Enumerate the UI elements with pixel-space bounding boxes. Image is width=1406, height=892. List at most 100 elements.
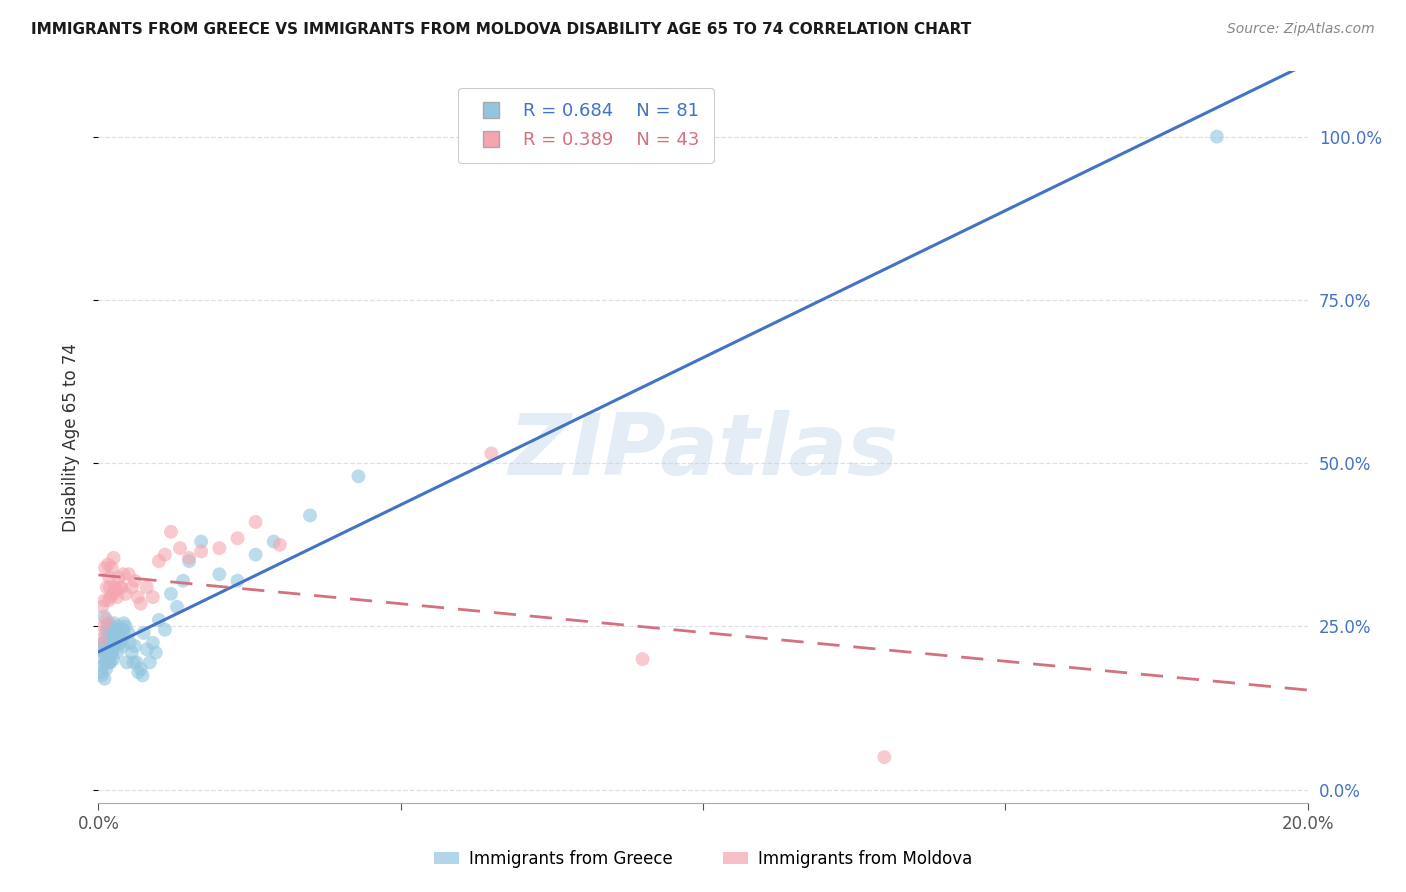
Point [107, 619, 129, 633]
Point [98, 646, 121, 660]
Point [108, 580, 131, 594]
Point [98, 656, 121, 670]
Point [166, 599, 188, 614]
Point [347, 469, 370, 483]
Point [94, 560, 117, 574]
Point [125, 656, 148, 670]
Legend: R = 0.684    N = 81, R = 0.389    N = 43: R = 0.684 N = 81, R = 0.389 N = 43 [458, 87, 714, 163]
Point [1206, 129, 1229, 144]
Point [148, 613, 170, 627]
Point [148, 554, 170, 568]
Point [103, 550, 125, 565]
Point [121, 580, 143, 594]
Point [96, 580, 118, 594]
Point [127, 590, 149, 604]
Point [91, 668, 114, 682]
Point [118, 636, 141, 650]
Legend: Immigrants from Greece, Immigrants from Moldova: Immigrants from Greece, Immigrants from … [427, 844, 979, 875]
Point [129, 662, 152, 676]
Point [97, 616, 120, 631]
Point [94, 656, 117, 670]
Point [131, 668, 153, 682]
Point [153, 623, 176, 637]
Point [96, 662, 118, 676]
Point [299, 508, 322, 523]
Point [108, 632, 131, 647]
Text: ZIPatlas: ZIPatlas [508, 410, 898, 493]
Point [114, 619, 136, 633]
Point [103, 652, 125, 666]
Point [118, 567, 141, 582]
Point [142, 590, 165, 604]
Point [90, 665, 112, 680]
Point [873, 750, 896, 764]
Point [122, 656, 145, 670]
Point [108, 623, 131, 637]
Point [98, 580, 121, 594]
Point [129, 597, 152, 611]
Point [91, 652, 114, 666]
Point [105, 629, 128, 643]
Point [132, 626, 155, 640]
Point [245, 515, 267, 529]
Point [104, 623, 127, 637]
Point [112, 616, 135, 631]
Point [114, 587, 136, 601]
Point [226, 531, 249, 545]
Point [112, 623, 135, 637]
Point [97, 558, 120, 572]
Point [91, 636, 114, 650]
Point [103, 616, 125, 631]
Point [118, 626, 141, 640]
Point [90, 632, 112, 647]
Point [100, 619, 122, 633]
Point [100, 656, 122, 670]
Point [93, 593, 115, 607]
Point [104, 580, 127, 594]
Point [160, 524, 183, 539]
Point [145, 646, 167, 660]
Point [100, 590, 122, 604]
Point [108, 636, 131, 650]
Point [97, 593, 120, 607]
Point [112, 567, 135, 582]
Text: Source: ZipAtlas.com: Source: ZipAtlas.com [1227, 22, 1375, 37]
Point [105, 646, 128, 660]
Point [121, 646, 143, 660]
Point [263, 534, 285, 549]
Point [94, 642, 117, 657]
Point [97, 642, 120, 657]
Point [93, 646, 115, 660]
Point [101, 639, 124, 653]
Text: IMMIGRANTS FROM GREECE VS IMMIGRANTS FROM MOLDOVA DISABILITY AGE 65 TO 74 CORREL: IMMIGRANTS FROM GREECE VS IMMIGRANTS FRO… [31, 22, 972, 37]
Point [94, 626, 117, 640]
Point [96, 613, 118, 627]
Point [135, 642, 157, 657]
Point [107, 629, 129, 643]
Point [105, 590, 128, 604]
Point [93, 672, 115, 686]
Point [91, 619, 114, 633]
Point [91, 658, 114, 673]
Point [169, 541, 191, 555]
Point [179, 550, 201, 565]
Point [93, 636, 115, 650]
Point [245, 548, 267, 562]
Point [97, 636, 120, 650]
Point [142, 636, 165, 650]
Point [226, 574, 249, 588]
Point [124, 574, 146, 588]
Point [96, 619, 118, 633]
Point [208, 567, 231, 582]
Point [96, 632, 118, 647]
Point [112, 629, 135, 643]
Point [190, 534, 212, 549]
Point [110, 632, 132, 647]
Point [107, 570, 129, 584]
Point [91, 599, 114, 614]
Point [100, 623, 122, 637]
Point [90, 642, 112, 657]
Point [98, 626, 121, 640]
Point [104, 636, 127, 650]
Point [96, 623, 118, 637]
